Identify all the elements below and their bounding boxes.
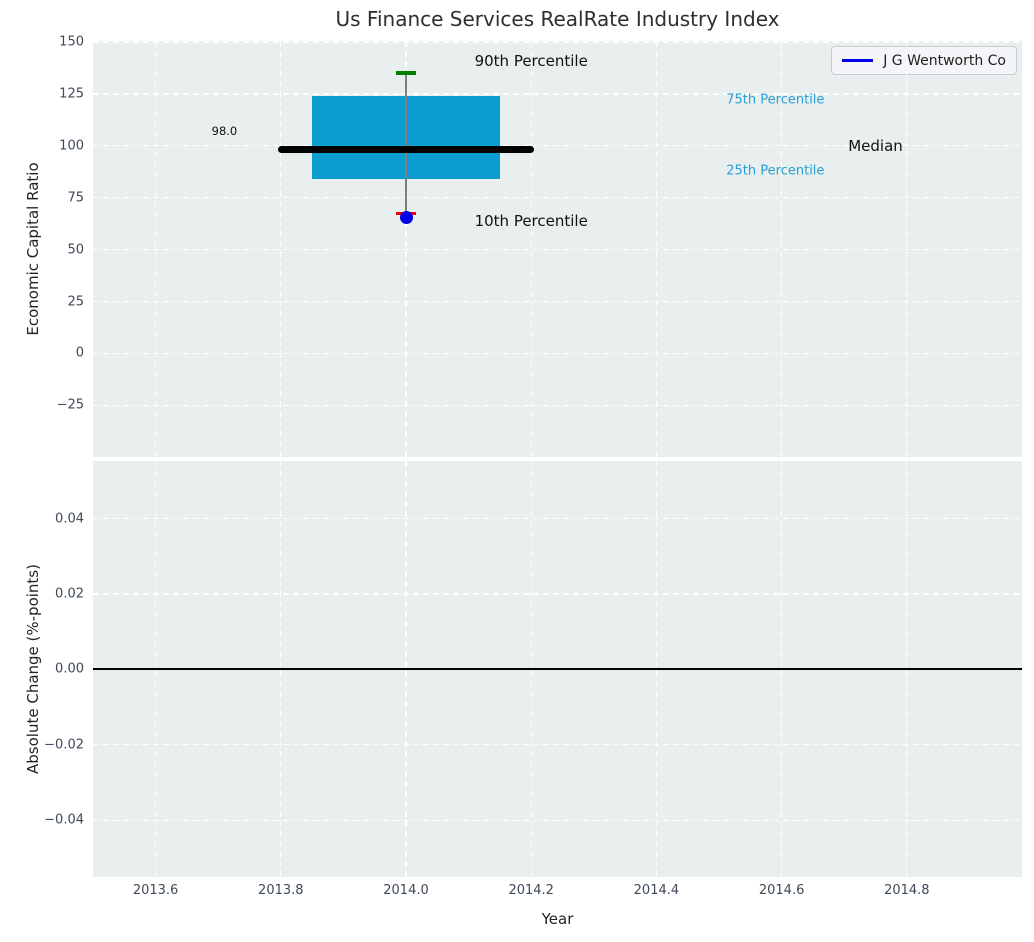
gridline-vertical (155, 41, 157, 457)
legend-label: J G Wentworth Co (883, 52, 1006, 69)
y-tick-label: 100 (59, 138, 84, 154)
gridline-vertical (530, 41, 532, 457)
gridline-horizontal (93, 352, 1022, 354)
zero-line (93, 668, 1022, 671)
y-tick-label: −0.02 (44, 737, 84, 753)
gridline-horizontal (93, 145, 1022, 147)
y-tick-label: 25 (67, 294, 84, 310)
gridline-horizontal (93, 197, 1022, 199)
median-line (277, 146, 535, 154)
y-tick-label: 0.02 (55, 586, 84, 602)
gridline-vertical (906, 41, 908, 457)
legend: J G Wentworth Co (831, 46, 1017, 75)
x-tick-label: 2014.8 (884, 883, 930, 898)
chart-annotation: 10th Percentile (474, 211, 588, 230)
chart-title: Us Finance Services RealRate Industry In… (335, 7, 780, 31)
y-tick-label: −25 (56, 397, 84, 413)
gridline-horizontal (93, 593, 1022, 595)
legend-line-sample (842, 59, 874, 62)
gridline-vertical (781, 41, 783, 457)
y-ticks-bottom: 0.04 0.02 0.00 −0.02 −0.04 (0, 461, 86, 877)
x-axis-label: Year (541, 910, 574, 928)
gridline-vertical (280, 41, 282, 457)
chart-annotation: 25th Percentile (726, 163, 825, 179)
gridline-horizontal (93, 93, 1022, 95)
x-tick-label: 2013.6 (132, 883, 179, 898)
gridline-horizontal (93, 300, 1022, 303)
y-tick-label: −0.04 (44, 812, 84, 828)
y-tick-label: 125 (59, 86, 84, 102)
x-tick-label: 2014.2 (508, 883, 554, 898)
bottom-plot-area (93, 461, 1022, 877)
gridline-vertical (655, 41, 657, 457)
chart-annotation: 98.0 (211, 124, 238, 139)
gridline-horizontal (93, 404, 1022, 406)
gridline-horizontal (93, 819, 1022, 821)
y-tick-label: 50 (67, 242, 84, 258)
y-ticks-top: 150 125 100 75 50 25 0 −25 (0, 35, 86, 457)
chart-annotation: Median (848, 136, 903, 155)
company-point (399, 210, 413, 224)
chart-annotation: 75th Percentile (726, 92, 825, 108)
gridline-horizontal (93, 249, 1022, 251)
gridline-horizontal (93, 744, 1022, 746)
y-tick-label: 0.00 (55, 661, 84, 677)
chart-annotation: 90th Percentile (474, 51, 588, 70)
gridline-horizontal (93, 518, 1022, 520)
x-tick-label: 2014.6 (758, 883, 805, 898)
y-tick-label: 0.04 (55, 511, 84, 527)
top-plot-area: J G Wentworth Co 90th Percentile 10th Per… (93, 41, 1022, 457)
gridline-vertical (405, 41, 407, 457)
x-ticks: 2013.6 2013.8 2014.0 2014.2 2014.4 2014.6 2014… (93, 881, 1022, 901)
y-tick-label: 0 (75, 345, 84, 361)
x-tick-label: 2014.0 (383, 883, 429, 898)
x-tick-label: 2014.4 (633, 883, 680, 898)
y-tick-label: 150 (59, 34, 84, 50)
gridline-horizontal (93, 41, 1022, 43)
x-tick-label: 2013.8 (258, 883, 304, 898)
whisker-line (405, 73, 407, 214)
y-tick-label: 75 (67, 190, 84, 206)
p90-cap (396, 71, 416, 75)
